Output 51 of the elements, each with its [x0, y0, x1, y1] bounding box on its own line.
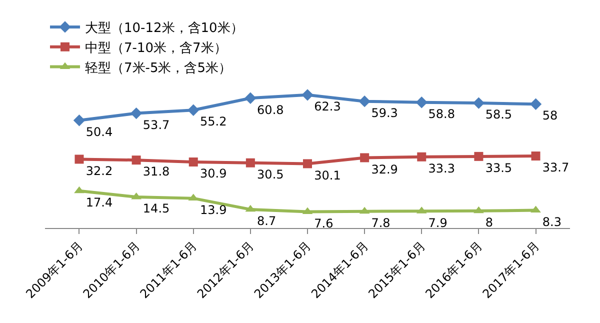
- point: [358, 95, 370, 108]
- point: [130, 107, 142, 120]
- point: [531, 152, 540, 161]
- data-label: 50.4: [86, 124, 113, 139]
- data-label: 62.3: [314, 100, 341, 114]
- data-label: 17.4: [86, 195, 113, 210]
- data-label: 30.9: [200, 166, 227, 181]
- point: [73, 114, 86, 126]
- point: [360, 153, 370, 162]
- data-label: 7.8: [371, 216, 390, 230]
- legend-label: 轻型（7米-5米，含5米）: [85, 60, 232, 76]
- data-label: 58: [542, 108, 558, 123]
- data-label: 30.1: [314, 168, 341, 182]
- data-label: 8.7: [257, 214, 276, 228]
- point: [188, 104, 200, 116]
- data-label: 53.7: [142, 118, 170, 132]
- data-label: 59.3: [371, 106, 398, 120]
- data-label: 58.8: [428, 107, 455, 122]
- point: [302, 89, 314, 101]
- legend-label: 大型（10-12米，含10米）: [85, 21, 244, 36]
- data-label: 58.5: [485, 108, 512, 122]
- data-label: 13.9: [200, 202, 227, 217]
- data-label: 14.5: [142, 202, 170, 216]
- point: [530, 206, 541, 213]
- point: [246, 158, 255, 168]
- data-label: 7.6: [314, 216, 334, 230]
- point: [188, 158, 198, 166]
- legend-label: 中型（7-10米，含7米）: [85, 40, 227, 56]
- data-label: 8.3: [542, 214, 562, 229]
- data-label: 33.3: [428, 161, 455, 176]
- point: [417, 152, 426, 162]
- data-label: 32.2: [86, 164, 113, 178]
- data-label: 55.2: [200, 114, 227, 129]
- data-label: 33.7: [542, 160, 570, 175]
- point: [416, 96, 428, 108]
- point: [472, 97, 485, 109]
- point: [74, 154, 84, 164]
- point: [530, 98, 542, 110]
- point: [132, 156, 141, 165]
- point: [474, 206, 484, 214]
- point: [244, 92, 256, 104]
- data-label: 31.8: [142, 164, 170, 179]
- data-label: 32.9: [371, 162, 398, 176]
- point: [303, 159, 312, 168]
- data-label: 7.9: [428, 216, 448, 230]
- data-label: 60.8: [257, 102, 284, 117]
- point: [474, 152, 484, 161]
- data-label: 30.5: [257, 167, 284, 182]
- point: [74, 186, 84, 194]
- data-label: 33.5: [485, 161, 512, 176]
- data-label: 8: [485, 216, 493, 230]
